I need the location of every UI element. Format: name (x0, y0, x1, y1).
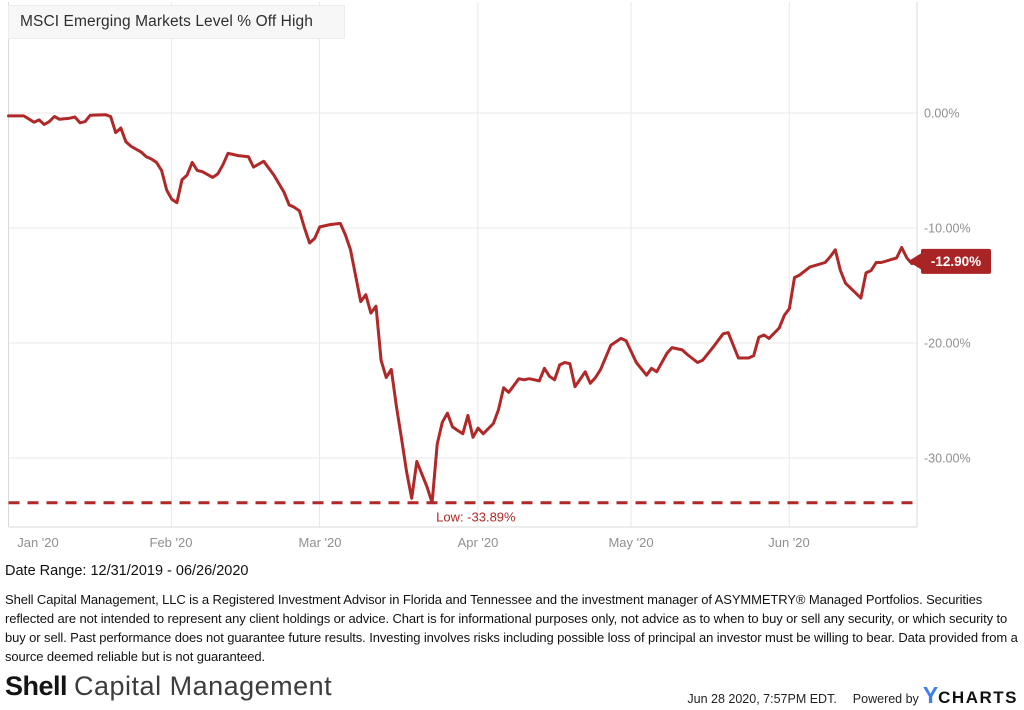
timestamp-text: Jun 28 2020, 7:57PM EDT. (687, 692, 837, 706)
x-tick: Feb '20 (150, 535, 193, 550)
y-tick: 0.00% (924, 107, 959, 121)
x-tick: Mar '20 (299, 535, 342, 550)
ycharts-charts: CHARTS (938, 688, 1018, 707)
y-tick: -10.00% (924, 222, 971, 236)
last-value-badge: -12.90% (908, 248, 991, 274)
x-axis-labels: Jan '20 Feb '20 Mar '20 Apr '20 May '20 … (17, 535, 810, 550)
badge-value: -12.90% (931, 254, 981, 269)
x-tick: Jan '20 (17, 535, 59, 550)
footer-right: Jun 28 2020, 7:57PM EDT. Powered by YCHA… (687, 682, 1018, 709)
plot-borders (8, 2, 918, 528)
x-tick: Jun '20 (768, 535, 810, 550)
badge-pointer-icon (908, 253, 921, 270)
logo-shell: Shell (5, 671, 68, 701)
x-tick: Apr '20 (458, 535, 499, 550)
powered-by-text: Powered by (852, 692, 919, 706)
y-tick: -20.00% (924, 337, 971, 351)
price-chart: Low: -33.89% -12.90% 0.00% -10.00% -20.0… (7, 2, 991, 550)
chart-title: MSCI Emerging Markets Level % Off High (20, 13, 313, 30)
horizontal-gridlines (8, 112, 917, 459)
ycharts-logo[interactable]: YCHARTS (923, 682, 1018, 709)
shell-capital-logo: Shell Capital Management (5, 671, 332, 702)
ycharts-y: Y (922, 682, 939, 708)
low-annotation: Low: -33.89% (436, 510, 516, 525)
chart-title-box: MSCI Emerging Markets Level % Off High (8, 5, 345, 39)
vertical-gridlines (170, 2, 790, 527)
y-tick: -30.00% (924, 452, 971, 466)
y-axis-labels: 0.00% -10.00% -20.00% -30.00% (924, 107, 971, 466)
series-line (7, 113, 919, 505)
logo-capital-management: Capital Management (74, 671, 333, 701)
disclaimer-text: Shell Capital Management, LLC is a Regis… (5, 592, 1018, 664)
date-range-text: Date Range: 12/31/2019 - 06/26/2020 (5, 563, 249, 579)
x-tick: May '20 (608, 535, 653, 550)
